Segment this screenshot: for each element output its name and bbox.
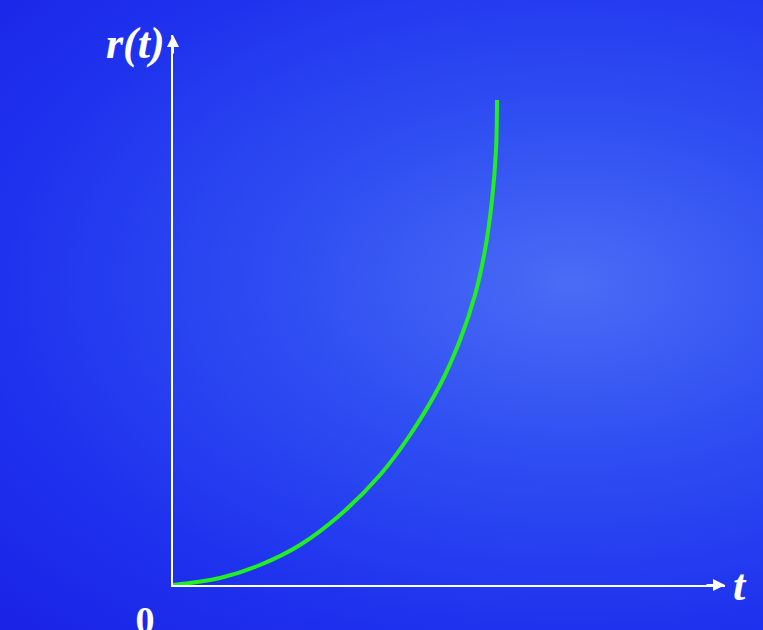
svg-text:r(t): r(t): [106, 19, 165, 68]
svg-text:t: t: [733, 561, 747, 610]
svg-text:0: 0: [136, 599, 155, 630]
